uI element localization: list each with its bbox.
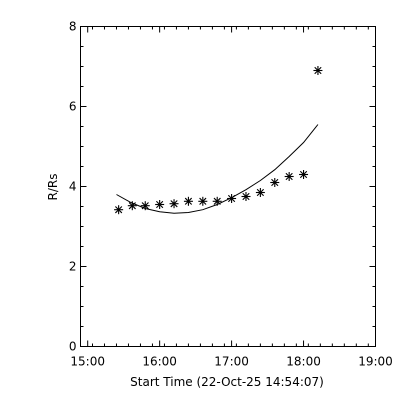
x-axis-label: Start Time (22-Oct-25 14:54:07) (130, 375, 324, 389)
data-point (114, 205, 124, 215)
data-point (241, 192, 251, 201)
data-point (227, 194, 237, 203)
x-tick-label: 19:00 (358, 355, 393, 369)
data-point (198, 196, 208, 206)
y-axis: 0 2 4 6 8 (69, 20, 376, 354)
data-point (255, 188, 265, 197)
y-tick-label: 6 (69, 100, 77, 114)
plot-frame (80, 26, 376, 347)
y-axis-label: R/Rs (46, 174, 60, 201)
x-tick-label: 17:00 (214, 355, 249, 369)
data-point (140, 201, 150, 211)
x-tick-label: 18:00 (286, 355, 321, 369)
data-point (183, 196, 193, 206)
x-tick-label: 15:00 (70, 355, 105, 369)
data-point (299, 170, 309, 179)
data-point (155, 200, 165, 209)
data-point (127, 201, 137, 211)
y-tick-label: 8 (69, 20, 77, 34)
y-tick-label: 4 (69, 180, 77, 194)
x-axis: 15:00 16:00 17:00 18:00 19:00 (70, 26, 393, 369)
x-tick-label: 16:00 (142, 355, 177, 369)
data-point (270, 178, 280, 187)
data-point (212, 196, 222, 206)
data-point (169, 199, 179, 209)
data-point (313, 66, 323, 75)
data-point (284, 172, 294, 181)
y-tick-label: 2 (69, 260, 77, 274)
y-tick-label: 0 (69, 340, 77, 354)
data-points (114, 66, 323, 215)
